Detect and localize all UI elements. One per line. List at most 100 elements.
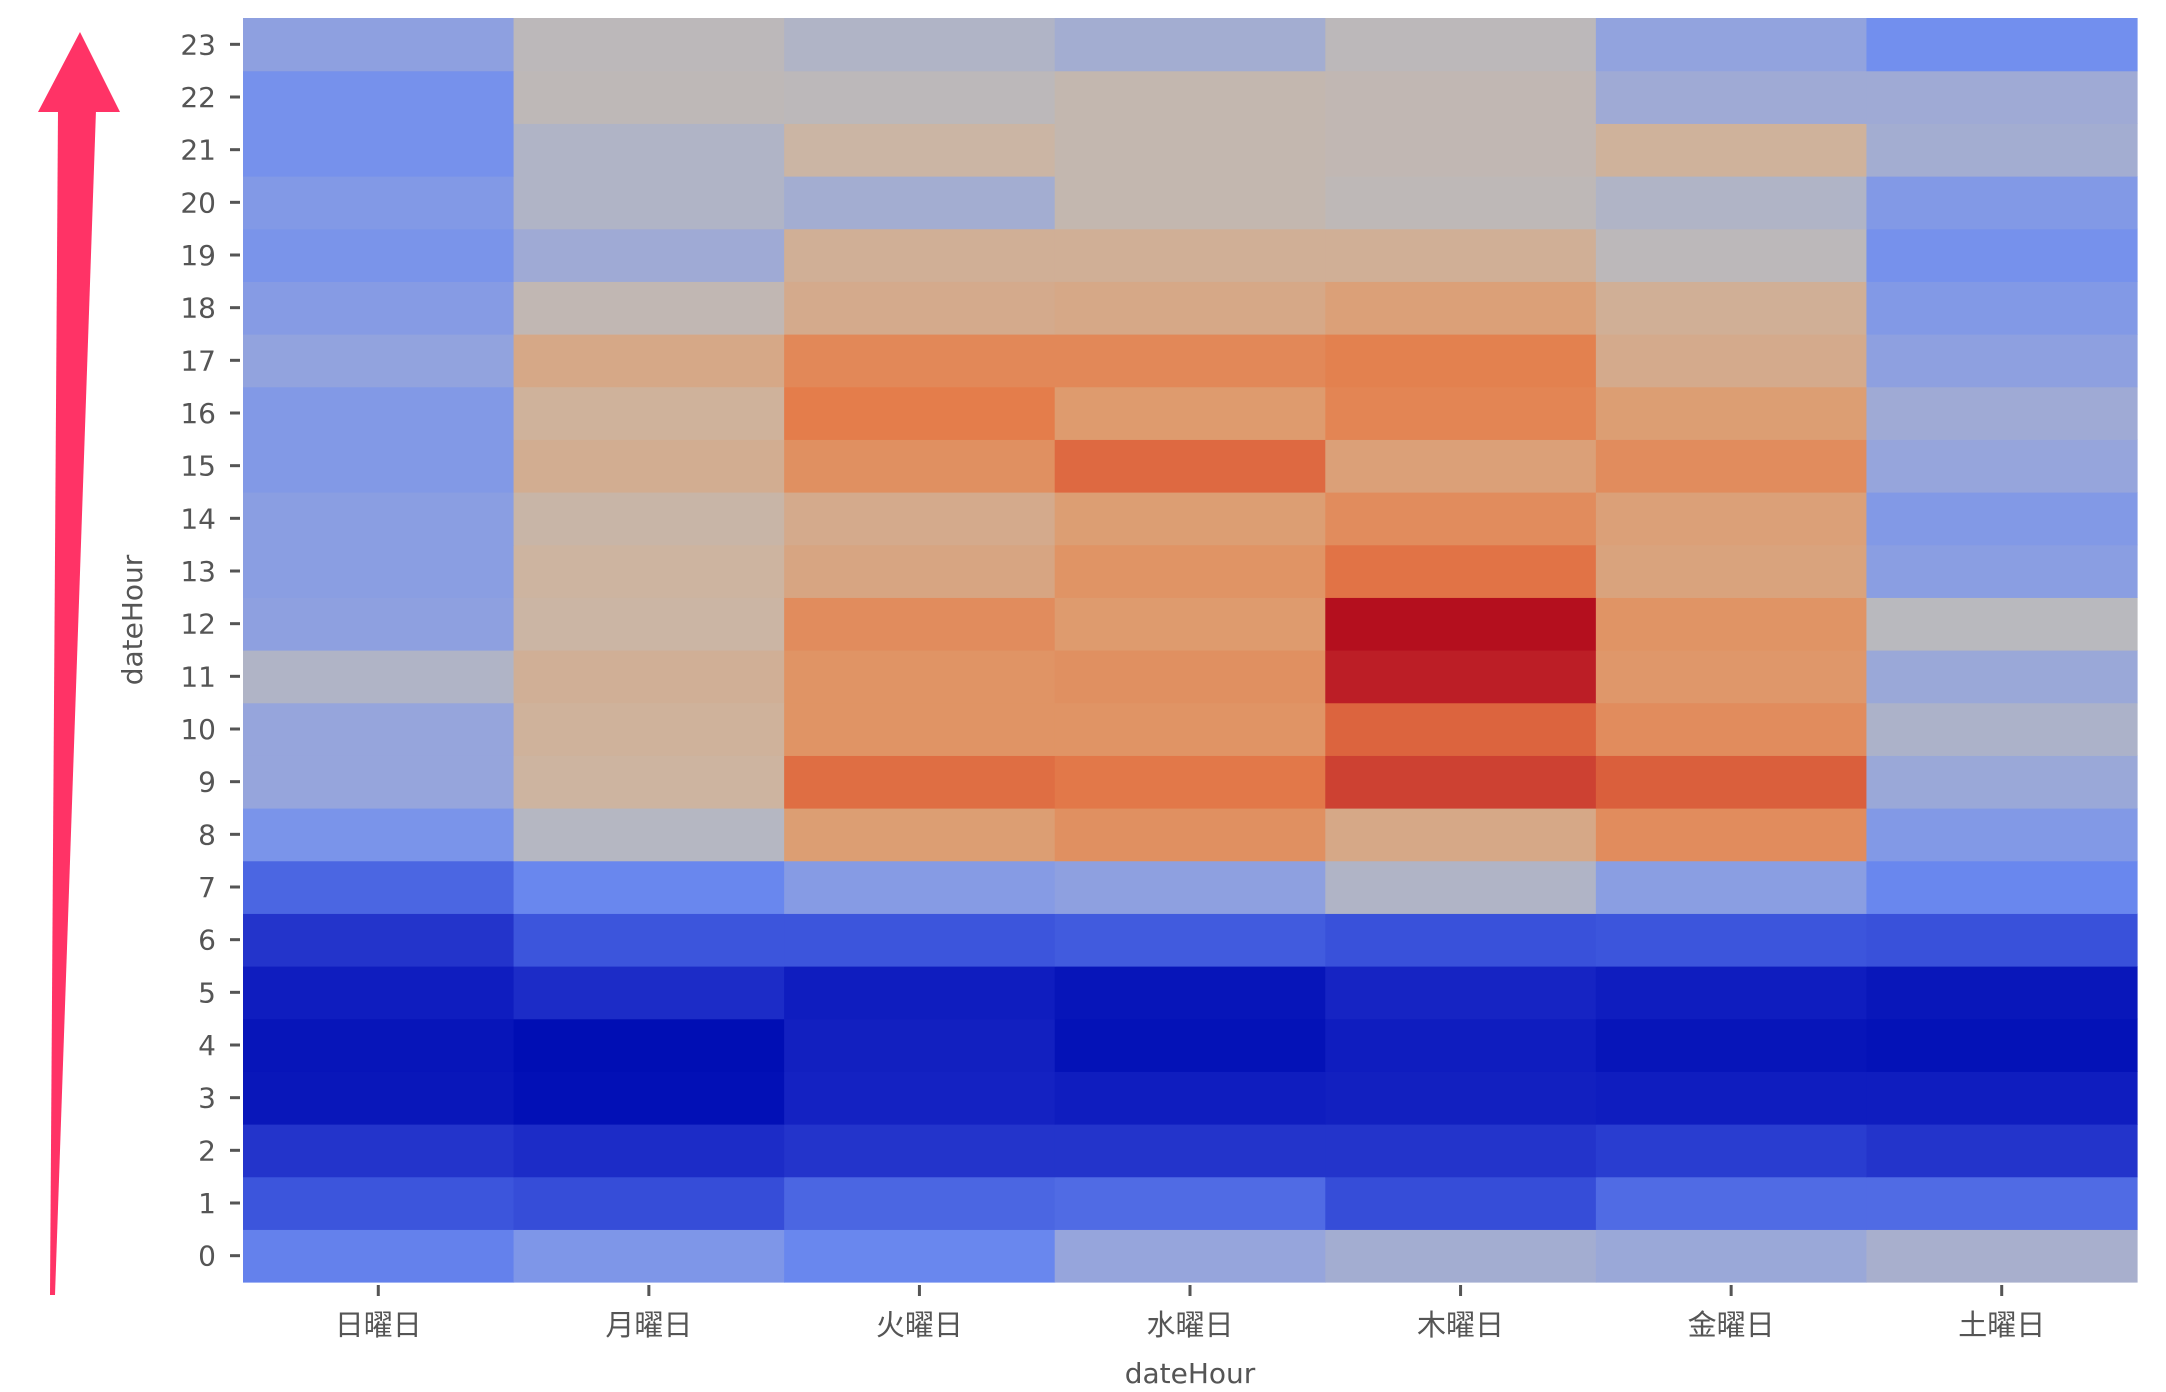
heatmap-cell-23-0 [243, 18, 515, 72]
heatmap-cell-22-0 [243, 70, 515, 124]
heatmap-cell-13-2 [784, 544, 1056, 598]
heatmap-cell-16-2 [784, 386, 1056, 440]
heatmap-cell-3-4 [1325, 1071, 1597, 1125]
heatmap-cell-23-3 [1054, 18, 1326, 72]
heatmap-cell-18-4 [1325, 281, 1597, 335]
heatmap-cell-10-3 [1054, 702, 1326, 756]
heatmap-cell-10-5 [1595, 702, 1868, 756]
heatmap-cell-7-5 [1595, 860, 1868, 914]
heatmap-cell-23-1 [513, 18, 785, 72]
heatmap-cell-5-0 [243, 966, 515, 1020]
heatmap-cell-5-1 [513, 966, 785, 1020]
y-tick-label: 13 [180, 555, 216, 588]
y-tick-label: 12 [180, 608, 216, 641]
heatmap-cell-22-2 [784, 70, 1056, 124]
y-tick-label: 9 [198, 766, 216, 799]
heatmap-cell-6-2 [784, 913, 1056, 967]
heatmap-cell-5-6 [1866, 966, 2138, 1020]
heatmap-cell-6-0 [243, 913, 515, 967]
heatmap-cell-3-2 [784, 1071, 1056, 1125]
heatmap-cell-9-3 [1054, 755, 1326, 809]
heatmap-cell-16-6 [1866, 386, 2138, 440]
heatmap-cell-17-0 [243, 334, 515, 388]
heatmap-cell-23-4 [1325, 18, 1597, 72]
y-tick-label: 5 [198, 976, 216, 1009]
heatmap-cell-20-6 [1866, 176, 2138, 230]
heatmap-cell-3-6 [1866, 1071, 2138, 1125]
heatmap-cell-14-2 [784, 492, 1056, 546]
x-tick-label: 火曜日 [876, 1308, 963, 1342]
heatmap-cell-13-1 [513, 544, 785, 598]
y-tick-label: 21 [180, 134, 216, 167]
heatmap-cell-0-6 [1866, 1229, 2138, 1283]
heatmap-cell-1-0 [243, 1176, 515, 1230]
heatmap-cell-15-6 [1866, 439, 2138, 493]
x-tick-label: 日曜日 [335, 1308, 422, 1342]
heatmap-cell-5-3 [1054, 966, 1326, 1020]
heatmap-cell-1-4 [1325, 1176, 1597, 1230]
heatmap-cell-9-0 [243, 755, 515, 809]
heatmap-cell-7-6 [1866, 860, 2138, 914]
heatmap-cell-0-4 [1325, 1229, 1597, 1283]
heatmap-cell-4-5 [1595, 1018, 1868, 1072]
heatmap-cell-0-0 [243, 1229, 515, 1283]
heatmap-cell-13-4 [1325, 544, 1597, 598]
heatmap-cell-17-4 [1325, 334, 1597, 388]
heatmap-cell-16-3 [1054, 386, 1326, 440]
heatmap-cell-20-2 [784, 176, 1056, 230]
heatmap-cell-22-4 [1325, 70, 1597, 124]
heatmap-cell-2-4 [1325, 1124, 1597, 1178]
heatmap-cell-10-4 [1325, 702, 1597, 756]
heatmap-cell-12-2 [784, 597, 1056, 651]
heatmap-cell-7-2 [784, 860, 1056, 914]
y-tick-label: 19 [180, 239, 216, 272]
heatmap-cell-3-3 [1054, 1071, 1326, 1125]
heatmap-cell-8-0 [243, 808, 515, 862]
heatmap-cell-11-2 [784, 650, 1056, 704]
heatmap-cell-3-0 [243, 1071, 515, 1125]
heatmap-cell-19-0 [243, 228, 515, 282]
heatmap-cell-5-4 [1325, 966, 1597, 1020]
x-axis-ticks: 日曜日 月曜日 火曜日 水曜日 木曜日 金曜日 土曜日 [335, 1285, 2045, 1342]
heatmap-cell-5-5 [1595, 966, 1868, 1020]
y-tick-label: 14 [180, 502, 216, 535]
heatmap-cell-17-5 [1595, 334, 1868, 388]
heatmap-cell-20-1 [513, 176, 785, 230]
x-tick-label: 金曜日 [1688, 1308, 1775, 1342]
heatmap-cell-2-5 [1595, 1124, 1868, 1178]
heatmap-cell-13-5 [1595, 544, 1868, 598]
heatmap-cell-0-5 [1595, 1229, 1868, 1283]
heatmap-cell-20-3 [1054, 176, 1326, 230]
heatmap-cell-1-3 [1054, 1176, 1326, 1230]
heatmap-cell-10-6 [1866, 702, 2138, 756]
heatmap-cell-7-4 [1325, 860, 1597, 914]
heatmap-cell-12-1 [513, 597, 785, 651]
heatmap-cell-13-0 [243, 544, 515, 598]
heatmap-cell-11-0 [243, 650, 515, 704]
heatmap-cell-16-4 [1325, 386, 1597, 440]
heatmap-cell-9-4 [1325, 755, 1597, 809]
heatmap-cell-15-1 [513, 439, 785, 493]
heatmap-cell-14-3 [1054, 492, 1326, 546]
heatmap-cell-20-4 [1325, 176, 1597, 230]
y-tick-label: 18 [180, 292, 216, 325]
y-axis-label: dateHour [116, 554, 149, 685]
heatmap-cell-8-1 [513, 808, 785, 862]
heatmap-cell-12-5 [1595, 597, 1868, 651]
heatmap-cell-2-2 [784, 1124, 1056, 1178]
heatmap-cell-21-3 [1054, 123, 1326, 177]
heatmap-cell-0-1 [513, 1229, 785, 1283]
annotation-arrow-head [38, 32, 120, 112]
heatmap-cell-6-4 [1325, 913, 1597, 967]
y-tick-label: 15 [180, 450, 216, 483]
heatmap-cell-3-1 [513, 1071, 785, 1125]
heatmap-cell-11-4 [1325, 650, 1597, 704]
heatmap-cell-9-6 [1866, 755, 2138, 809]
heatmap-cell-19-4 [1325, 228, 1597, 282]
heatmap-cell-22-6 [1866, 70, 2138, 124]
heatmap-cell-21-6 [1866, 123, 2138, 177]
heatmap-cell-11-1 [513, 650, 785, 704]
heatmap-cell-17-6 [1866, 334, 2138, 388]
heatmap-cell-12-4 [1325, 597, 1597, 651]
